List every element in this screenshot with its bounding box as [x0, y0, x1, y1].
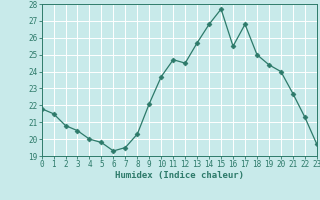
X-axis label: Humidex (Indice chaleur): Humidex (Indice chaleur): [115, 171, 244, 180]
